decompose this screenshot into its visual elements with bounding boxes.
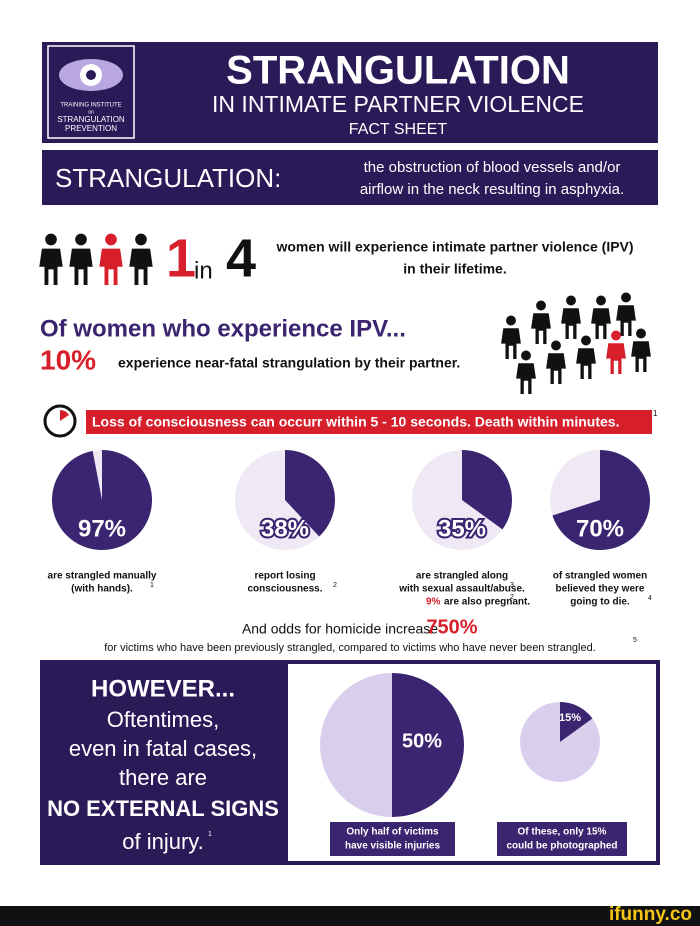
person-icon — [631, 328, 651, 372]
logo-pupil — [86, 70, 96, 80]
caption-box — [330, 822, 455, 856]
person-icon — [616, 292, 636, 336]
caption-text: Of these, only 15% — [518, 827, 607, 838]
person-icon — [501, 315, 521, 359]
pie-label: 35% — [438, 515, 486, 542]
pie-label: 38% — [261, 515, 309, 542]
pie-slice — [285, 450, 335, 537]
one: 1 — [166, 228, 196, 288]
person-group — [501, 292, 651, 394]
person-icon — [606, 330, 626, 374]
ipv-text: in their lifetime. — [403, 261, 506, 277]
pie-label: 97% — [78, 515, 126, 542]
pie-label: 50% — [402, 730, 442, 752]
however-text: even in fatal cases, — [69, 736, 257, 761]
definition-panel — [42, 150, 658, 205]
stat-caption: with sexual assault/abuse. — [398, 584, 525, 595]
footnote: 2 — [510, 594, 514, 601]
person-icon — [516, 350, 536, 394]
stat-caption: (with hands). — [71, 584, 133, 595]
however-text: of injury. — [122, 829, 204, 854]
stat-caption: report losing — [254, 571, 315, 582]
logo-text: STRANGULATION — [57, 115, 125, 124]
however-text: there are — [119, 765, 207, 790]
pie-slice — [560, 702, 593, 742]
in: in — [194, 257, 213, 284]
ipv-text: women will experience intimate partner v… — [275, 239, 633, 255]
ipv-heading: Of women who experience IPV... — [40, 315, 406, 342]
pie-slice — [51, 450, 152, 550]
stat-caption: going to die. — [570, 597, 630, 608]
clock-hand — [60, 410, 69, 421]
footnote: 4 — [648, 595, 652, 602]
caption-text: could be photographed — [506, 841, 617, 852]
however-text: HOWEVER... — [91, 675, 235, 702]
stat-caption: are strangled along — [416, 571, 508, 582]
however-text: Oftentimes, — [107, 707, 219, 732]
footnote: 5 — [633, 637, 637, 644]
logo-text: on — [88, 109, 94, 115]
alert-bar — [86, 410, 652, 434]
alert-text: Loss of consciousness can occurr within … — [92, 414, 619, 430]
pie-label: 15% — [559, 712, 581, 724]
footnote: 3 — [510, 582, 514, 589]
stat-extra-text: are also pregnant. — [444, 597, 530, 608]
stat-caption: believed they were — [556, 584, 645, 595]
person-icon — [561, 295, 581, 339]
person-icon — [69, 233, 93, 285]
ipv-text: experience near-fatal strangulation by t… — [118, 355, 460, 371]
stat-caption: are strangled manually — [48, 571, 157, 582]
homicide-percent: 750% — [426, 616, 477, 638]
definition-text: the obstruction of blood vessels and/or — [364, 159, 621, 176]
stat-caption: consciousness. — [247, 584, 322, 595]
logo-text: TRAINING INSTITUTE — [60, 103, 121, 109]
subtitle: IN INTIMATE PARTNER VIOLENCE — [212, 91, 584, 117]
footnote: 1 — [653, 409, 658, 418]
however-text: NO EXTERNAL SIGNS — [47, 796, 279, 821]
footnote: 1 — [150, 582, 154, 589]
logo-text: PREVENTION — [65, 124, 117, 133]
person-icon — [129, 233, 153, 285]
pie-slice — [552, 450, 650, 550]
person-icon — [39, 233, 63, 285]
ipv-percent: 10% — [40, 344, 96, 375]
caption-text: Only half of victims — [346, 827, 439, 838]
footnote: 1 — [208, 831, 212, 838]
pie-slice — [462, 450, 512, 530]
brand: ifunny.co — [609, 904, 692, 925]
footer-bar — [0, 906, 700, 926]
header-panel — [42, 42, 658, 143]
logo-frame — [47, 45, 135, 139]
four: 4 — [226, 228, 256, 288]
person-icon — [99, 233, 123, 285]
footnote: 2 — [333, 582, 337, 589]
stat-caption: of strangled women — [553, 571, 647, 582]
definition-text: airflow in the neck resulting in asphyxi… — [360, 181, 624, 198]
homicide-detail: for victims who have been previously str… — [104, 642, 596, 654]
title: STRANGULATION — [226, 49, 570, 93]
homicide-text: And odds for homicide increase — [242, 621, 438, 637]
stat-extra: 9% — [426, 597, 441, 608]
caption-box — [497, 822, 627, 856]
person-icon — [591, 295, 611, 339]
person-icon — [576, 335, 596, 379]
caption-text: have visible injuries — [345, 841, 440, 852]
pie-slice — [392, 673, 464, 817]
fact-sheet: FACT SHEET — [349, 121, 448, 138]
pie-label: 70% — [576, 515, 624, 542]
person-icon — [531, 300, 551, 344]
definition-term: STRANGULATION: — [55, 163, 281, 193]
person-icon — [546, 340, 566, 384]
